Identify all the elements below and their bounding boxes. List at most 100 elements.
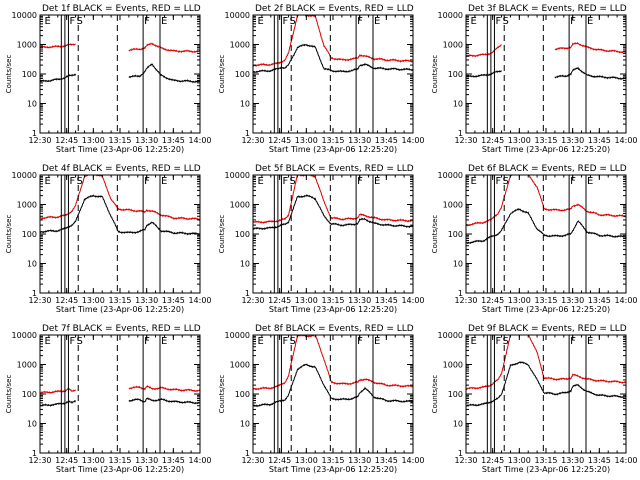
y-axis-label: Counts/sec: [5, 55, 13, 94]
panel-title: Det 3f BLACK = Events, RED = LLD: [468, 4, 627, 14]
series-line-lld: [466, 175, 626, 227]
detector-panel-1: 1 10 100 1000 10000 12:30 12:45 13:00 13:15 13:30…: [5, 4, 212, 154]
y-tick-label: 1000: [230, 201, 250, 210]
x-tick-label: 12:30: [28, 296, 51, 305]
y-tick-label: 1000: [17, 41, 37, 50]
y-tick-label: 10000: [12, 331, 37, 340]
x-tick-label: 13:30: [561, 136, 584, 145]
x-tick-label: 12:45: [268, 296, 291, 305]
x-tick-label: 13:30: [348, 136, 371, 145]
x-tick-label: 13:45: [375, 296, 398, 305]
region-label: E: [161, 176, 167, 187]
x-tick-label: 13:30: [135, 456, 158, 465]
detector-panel-3: 1 10 100 1000 10000 12:30 12:45 13:00 13:15 13:30…: [431, 4, 638, 154]
region-label: S: [290, 16, 296, 27]
x-axis-label: Start Time (23-Apr-06 12:25:20): [56, 465, 184, 474]
region-label: F: [495, 16, 501, 27]
x-tick-label: 14:00: [614, 296, 637, 305]
x-axis-label: Start Time (23-Apr-06 12:25:20): [482, 305, 610, 314]
region-label: F: [495, 336, 501, 347]
x-tick-label: 13:30: [561, 296, 584, 305]
series-line-lld: [466, 42, 626, 58]
y-tick-label: 10000: [12, 11, 37, 20]
x-tick-label: 13:15: [321, 456, 344, 465]
x-tick-label: 13:45: [375, 456, 398, 465]
y-tick-label: 1000: [230, 361, 250, 370]
detector-panel-5: 1 10 100 1000 10000 12:30 12:45 13:00 13:15 13:30…: [218, 164, 425, 314]
region-label: E: [258, 176, 264, 187]
y-tick-label: 10: [453, 260, 463, 269]
plot-frame: [465, 334, 627, 454]
series-line-events: [40, 397, 200, 407]
x-tick-label: 13:15: [321, 136, 344, 145]
y-tick-label: 100: [235, 230, 250, 239]
region-label: F: [69, 16, 75, 27]
x-tick-label: 13:00: [295, 136, 318, 145]
y-tick-label: 100: [22, 390, 37, 399]
region-label: E: [471, 336, 477, 347]
region-label: E: [587, 176, 593, 187]
x-tick-label: 13:15: [108, 136, 131, 145]
region-label: F: [357, 176, 363, 187]
x-tick-label: 13:45: [162, 136, 185, 145]
panel-title: Det 6f BLACK = Events, RED = LLD: [468, 164, 627, 174]
series-line-lld: [253, 175, 413, 224]
region-label: S: [77, 16, 83, 27]
plot-frame: [252, 174, 414, 294]
region-label: S: [503, 176, 509, 187]
panel-title: Det 9f BLACK = Events, RED = LLD: [468, 324, 627, 334]
region-label: E: [45, 16, 51, 27]
region-label: E: [258, 16, 264, 27]
x-tick-label: 13:15: [534, 456, 557, 465]
region-label: F: [570, 336, 576, 347]
y-tick-label: 10: [453, 100, 463, 109]
region-label: F: [495, 176, 501, 187]
x-tick-label: 14:00: [614, 136, 637, 145]
x-tick-label: 14:00: [401, 456, 424, 465]
detector-panel-6: 1 10 100 1000 10000 12:30 12:45 13:00 13:15 13:30…: [431, 164, 638, 314]
y-tick-label: 100: [22, 230, 37, 239]
x-tick-label: 13:00: [295, 456, 318, 465]
region-label: F: [357, 336, 363, 347]
detector-panel-9: 1 10 100 1000 10000 12:30 12:45 13:00 13:15 13:30…: [431, 324, 638, 474]
detector-panel-8: 1 10 100 1000 10000 12:30 12:45 13:00 13:15 13:30…: [218, 324, 425, 474]
y-tick-label: 10: [240, 100, 250, 109]
series-line-lld: [40, 384, 200, 394]
x-tick-label: 14:00: [188, 456, 211, 465]
x-tick-label: 13:00: [82, 296, 105, 305]
x-tick-label: 13:30: [135, 296, 158, 305]
x-tick-label: 13:00: [508, 296, 531, 305]
x-tick-label: 13:15: [321, 296, 344, 305]
y-tick-label: 10: [27, 100, 37, 109]
plot-frame: [465, 174, 627, 294]
x-tick-label: 12:45: [481, 456, 504, 465]
region-label: F: [144, 16, 150, 27]
series-line-lld: [40, 175, 200, 221]
region-label: E: [45, 176, 51, 187]
x-tick-label: 12:30: [28, 456, 51, 465]
y-tick-label: 1000: [17, 201, 37, 210]
y-tick-label: 10000: [225, 331, 250, 340]
y-tick-label: 1000: [17, 361, 37, 370]
x-tick-label: 13:30: [135, 136, 158, 145]
region-label: E: [374, 336, 380, 347]
x-axis-label: Start Time (23-Apr-06 12:25:20): [269, 465, 397, 474]
plot-frame: [39, 334, 201, 454]
x-tick-label: 13:15: [108, 456, 131, 465]
plot-frame: [252, 14, 414, 134]
x-tick-label: 13:00: [508, 456, 531, 465]
region-label: E: [374, 16, 380, 27]
y-axis-label: Counts/sec: [218, 55, 226, 94]
y-tick-label: 1000: [443, 361, 463, 370]
y-tick-label: 1: [32, 289, 37, 298]
series-line-lld: [253, 15, 413, 67]
region-label: F: [357, 16, 363, 27]
y-tick-label: 1: [458, 129, 463, 138]
region-label: F: [144, 336, 150, 347]
detector-panel-4: 1 10 100 1000 10000 12:30 12:45 13:00 13:15 13:30…: [5, 164, 212, 314]
y-tick-label: 10: [27, 420, 37, 429]
y-axis-label: Counts/sec: [431, 215, 439, 254]
y-tick-label: 1: [245, 289, 250, 298]
y-tick-label: 1: [458, 449, 463, 458]
x-tick-label: 13:30: [561, 456, 584, 465]
